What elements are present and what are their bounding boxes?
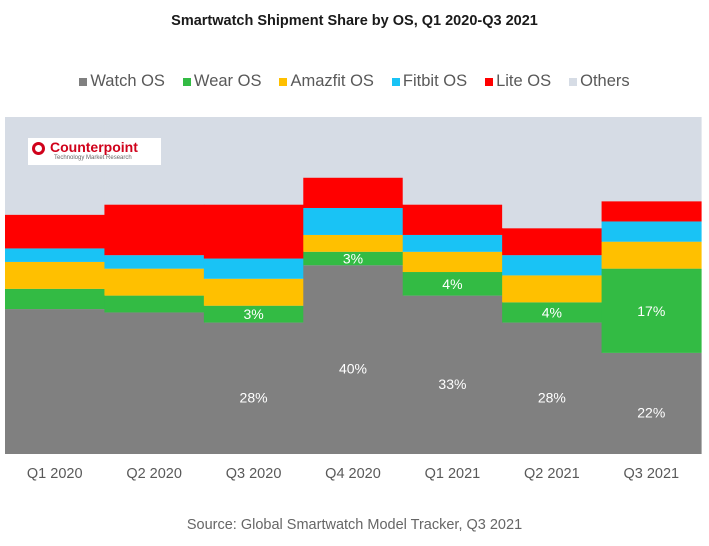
bar-segment <box>5 261 106 289</box>
bar-segment <box>5 288 106 310</box>
bar-segment <box>402 272 503 296</box>
counterpoint-logo: Counterpoint Technology Market Research <box>28 138 161 165</box>
bar-segment <box>303 207 404 235</box>
bar-segment <box>104 295 205 313</box>
x-tick-label: Q3 2021 <box>623 466 679 482</box>
bar-segment <box>303 177 404 208</box>
legend-swatch <box>279 77 288 86</box>
logo-tagline: Technology Market Research <box>54 155 132 161</box>
legend-swatch <box>79 77 88 86</box>
bar-segment <box>502 228 603 256</box>
bar-segment <box>203 258 304 279</box>
source-note: Source: Global Smartwatch Model Tracker,… <box>186 517 523 533</box>
x-tick-label: Q1 2021 <box>425 466 481 482</box>
legend-item: Amazfit OS <box>279 72 374 91</box>
legend-label: Lite OS <box>496 72 552 90</box>
bar-segment <box>203 204 304 259</box>
bar-segment <box>502 322 603 454</box>
bar-segment <box>502 255 603 276</box>
bar-segment <box>203 305 304 323</box>
data-label: 40% <box>339 361 367 377</box>
bar-segment <box>104 255 205 269</box>
legend-label: Amazfit OS <box>290 72 374 90</box>
x-tick-label: Q4 2020 <box>325 466 381 482</box>
legend-swatch <box>391 77 400 86</box>
bar-segment <box>601 352 702 454</box>
bar-segment <box>104 268 205 296</box>
data-label: 33% <box>438 376 466 392</box>
legend-item: Lite OS <box>485 72 551 91</box>
bar-segment <box>601 221 702 242</box>
bar-segment <box>5 117 106 215</box>
legend-item: Watch OS <box>79 72 165 91</box>
legend-item: Others <box>569 72 630 91</box>
bar-segment <box>402 251 503 273</box>
bar-segment <box>502 275 603 303</box>
data-label: 28% <box>240 389 268 405</box>
x-tick-label: Q2 2020 <box>126 466 182 482</box>
x-tick-label: Q2 2021 <box>524 466 580 482</box>
bar-segment <box>601 268 702 353</box>
data-label: 4% <box>542 304 562 320</box>
legend-label: Watch OS <box>90 72 165 90</box>
bar-segment <box>502 302 603 323</box>
data-label: 3% <box>343 251 363 267</box>
bar-segment <box>601 201 702 222</box>
legend-label: Fitbit OS <box>402 72 468 90</box>
legend-label: Wear OS <box>193 72 262 90</box>
bar-segment <box>402 295 503 454</box>
bar-segment <box>402 234 503 252</box>
bar-segment <box>104 312 205 454</box>
chart-legend: Watch OS Wear OS Amazfit OS Fitbit OS Lite O… <box>0 72 709 91</box>
legend-swatch <box>569 77 578 86</box>
data-label: 22% <box>637 404 665 420</box>
bar-segment <box>402 117 503 205</box>
data-label: 4% <box>442 276 462 292</box>
bar-segment <box>5 214 106 249</box>
bar-segment <box>203 322 304 454</box>
bar-segment <box>303 117 404 178</box>
logo-name: Counterpoint <box>50 139 138 155</box>
bar-segment <box>203 278 304 306</box>
legend-swatch <box>182 77 191 86</box>
bar-segment <box>601 241 702 269</box>
data-label: 17% <box>637 303 665 319</box>
data-label: 28% <box>538 389 566 405</box>
bar-segment <box>5 248 106 262</box>
x-tick-label: Q1 2020 <box>27 466 83 482</box>
bar-segment <box>402 204 503 235</box>
legend-label: Others <box>580 72 630 90</box>
bar-segment <box>601 117 702 202</box>
legend-item: Wear OS <box>182 72 262 91</box>
bar-segment <box>303 251 404 266</box>
bar-segment <box>104 204 205 256</box>
legend-swatch <box>485 77 494 86</box>
chart-title: Smartwatch Shipment Share by OS, Q1 2020… <box>171 13 538 29</box>
legend-item: Fitbit OS <box>391 72 468 91</box>
data-label: 3% <box>243 306 263 322</box>
x-tick-label: Q3 2020 <box>226 466 282 482</box>
bar-segment <box>203 117 304 205</box>
bar-segment <box>5 309 106 454</box>
bar-segment <box>303 265 404 454</box>
bar-segment <box>303 234 404 252</box>
counterpoint-logo-icon <box>32 142 45 155</box>
bar-segment <box>502 117 603 229</box>
